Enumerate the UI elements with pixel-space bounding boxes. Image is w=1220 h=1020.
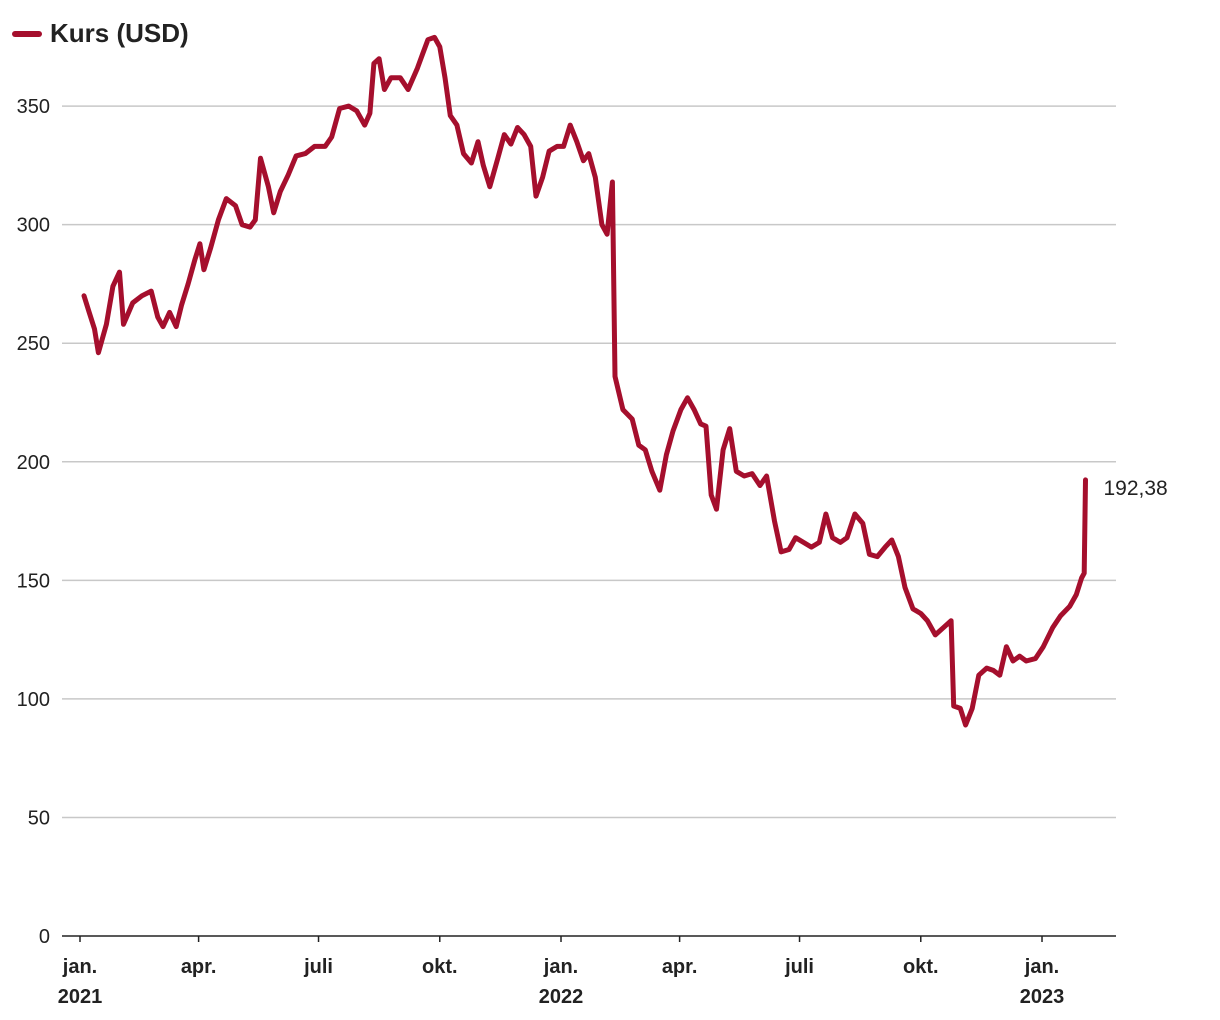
x-tick-label-year: 2023 (1020, 986, 1065, 1008)
legend-swatch (12, 30, 42, 37)
gridlines (62, 105, 1116, 819)
x-tick-label-month: okt. (903, 956, 939, 978)
y-tick-label: 0 (39, 926, 50, 948)
y-tick-label: 150 (17, 570, 50, 592)
last-value-label: 192,38 (1104, 477, 1168, 500)
y-tick-label: 350 (17, 96, 50, 118)
y-tick-label: 300 (17, 215, 50, 237)
y-axis-tick-labels: 0 50 100 150 200 250 300 350 (17, 96, 50, 948)
x-tick-label-month: okt. (422, 956, 458, 978)
x-tick-label-month: jan. (543, 956, 578, 978)
x-tick-label-month: juli (303, 956, 333, 978)
x-tick-label-month: apr. (662, 956, 698, 978)
x-tick-label-month: jan. (62, 956, 97, 978)
price-series-line (81, 34, 1088, 728)
x-tick-label-month: jan. (1024, 956, 1059, 978)
x-axis-ticks: jan. 2021 apr. juli okt. jan. 2022 apr. juli okt.… (58, 936, 1065, 1008)
x-tick-label-month: apr. (181, 956, 217, 978)
y-tick-label: 250 (17, 333, 50, 355)
legend: Kurs (USD) (12, 18, 189, 49)
y-tick-label: 50 (28, 807, 50, 829)
x-tick-label-month: juli (784, 956, 814, 978)
y-tick-label: 200 (17, 452, 50, 474)
legend-label: Kurs (USD) (50, 18, 189, 48)
x-tick-label-year: 2022 (539, 986, 584, 1008)
y-tick-label: 100 (17, 689, 50, 711)
x-tick-label-year: 2021 (58, 986, 103, 1008)
